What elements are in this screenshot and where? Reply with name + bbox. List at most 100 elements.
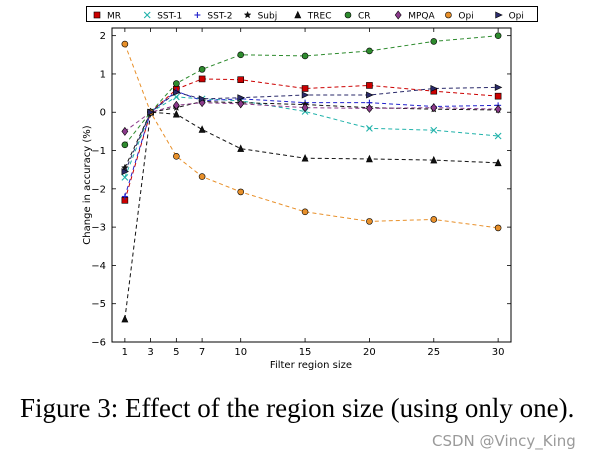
data-point <box>430 155 438 164</box>
legend-label: Opi <box>509 12 524 22</box>
legend-item: MR <box>93 11 121 22</box>
watermark: CSDN @Vincy_King <box>432 432 576 450</box>
y-tick-label: −4 <box>91 261 106 272</box>
x-tick-label: 25 <box>427 347 440 358</box>
legend-label: CR <box>358 12 371 22</box>
data-point <box>147 108 155 116</box>
y-tick-label: −2 <box>91 184 106 195</box>
plot-area <box>111 27 512 343</box>
series-8 <box>121 40 502 232</box>
data-point <box>121 193 128 200</box>
data-point <box>366 103 373 113</box>
data-point <box>430 216 438 223</box>
legend-label: SST-1 <box>157 12 182 22</box>
data-point <box>430 38 438 45</box>
data-point <box>301 153 309 162</box>
legend-marker <box>495 11 503 19</box>
data-point <box>121 314 129 323</box>
legend-label: TREC <box>307 12 332 22</box>
data-point <box>366 218 373 225</box>
data-point <box>237 99 245 109</box>
legend-label: Subj <box>258 12 278 22</box>
data-point <box>173 88 181 96</box>
data-point <box>301 103 309 113</box>
y-tick-label: −5 <box>91 299 106 310</box>
y-tick-label: 2 <box>100 31 106 42</box>
series-line <box>124 90 499 197</box>
x-tick-label: 1 <box>122 347 128 358</box>
data-point <box>198 125 206 133</box>
x-axis-label: Filter region size <box>270 360 352 371</box>
data-point <box>366 47 373 55</box>
data-point <box>121 168 130 176</box>
series-4 <box>121 97 502 172</box>
data-point <box>430 85 438 92</box>
legend-item: TREC <box>294 10 332 22</box>
x-tick-label: 5 <box>173 347 179 358</box>
legend-label: SST-2 <box>207 12 232 22</box>
data-point <box>494 83 503 91</box>
y-tick-label: −3 <box>91 223 106 234</box>
data-point <box>121 40 129 48</box>
figure-caption: Figure 3: Effect of the region size (usi… <box>20 393 575 423</box>
data-point <box>301 208 309 216</box>
legend-marker <box>93 11 101 19</box>
series-5 <box>121 108 502 323</box>
legend-item: Opi <box>445 11 474 22</box>
legend-marker <box>243 10 252 19</box>
series-line <box>124 101 499 168</box>
data-point <box>366 91 374 99</box>
data-point <box>301 91 310 99</box>
series-line <box>124 78 499 201</box>
data-point <box>173 80 180 87</box>
data-point <box>172 100 180 110</box>
x-tick-label: 10 <box>234 347 247 358</box>
legend-label: MR <box>107 12 121 22</box>
legend-item: CR <box>344 12 371 22</box>
data-point <box>494 104 502 114</box>
data-point <box>365 154 373 163</box>
series-9 <box>121 83 503 176</box>
y-tick-label: 1 <box>100 69 106 80</box>
data-point <box>172 109 180 118</box>
data-point <box>430 103 438 113</box>
data-point <box>494 132 502 140</box>
data-point <box>494 158 502 167</box>
legend-label: MPQA <box>408 12 435 22</box>
data-point <box>173 152 180 160</box>
legend-item: SST-2 <box>194 12 232 22</box>
series-group <box>121 32 503 323</box>
legend-marker <box>294 10 302 19</box>
data-point <box>366 82 373 89</box>
x-tick-label: 30 <box>492 347 505 358</box>
data-point <box>237 51 245 59</box>
x-tick-label: 20 <box>363 347 376 358</box>
x-tick-label: 7 <box>199 347 205 358</box>
legend: MR SST-1 SST-2 Subj TREC CR MPQA Opi Opi <box>86 6 538 22</box>
legend-label: Opi <box>458 12 473 22</box>
legend-marker <box>194 12 201 18</box>
legend-item: SST-1 <box>143 11 182 22</box>
legend-item: Opi <box>495 11 524 22</box>
axis-ticks: 1 3 5 7 10 15 20 25 30 −6 −5 −4 −3 −2 −1 0 1 2 <box>91 28 511 358</box>
data-point <box>121 141 129 149</box>
series-line <box>124 111 499 320</box>
data-point <box>198 95 207 103</box>
data-point <box>301 85 309 92</box>
data-point <box>366 124 373 132</box>
legend-marker <box>445 11 452 19</box>
series-line <box>124 102 499 132</box>
legend-marker <box>143 11 151 19</box>
data-point <box>198 66 206 73</box>
data-point <box>494 32 502 39</box>
legend-item: Subj <box>243 10 278 22</box>
legend-marker <box>394 10 402 20</box>
series-line <box>124 35 499 146</box>
y-tick-label: 0 <box>100 108 106 119</box>
y-axis-label: Change in accuracy (%) <box>82 125 93 244</box>
data-point <box>494 92 502 100</box>
x-tick-label: 3 <box>147 347 153 358</box>
data-point <box>237 94 245 102</box>
data-point <box>237 144 245 152</box>
data-point <box>198 75 206 83</box>
